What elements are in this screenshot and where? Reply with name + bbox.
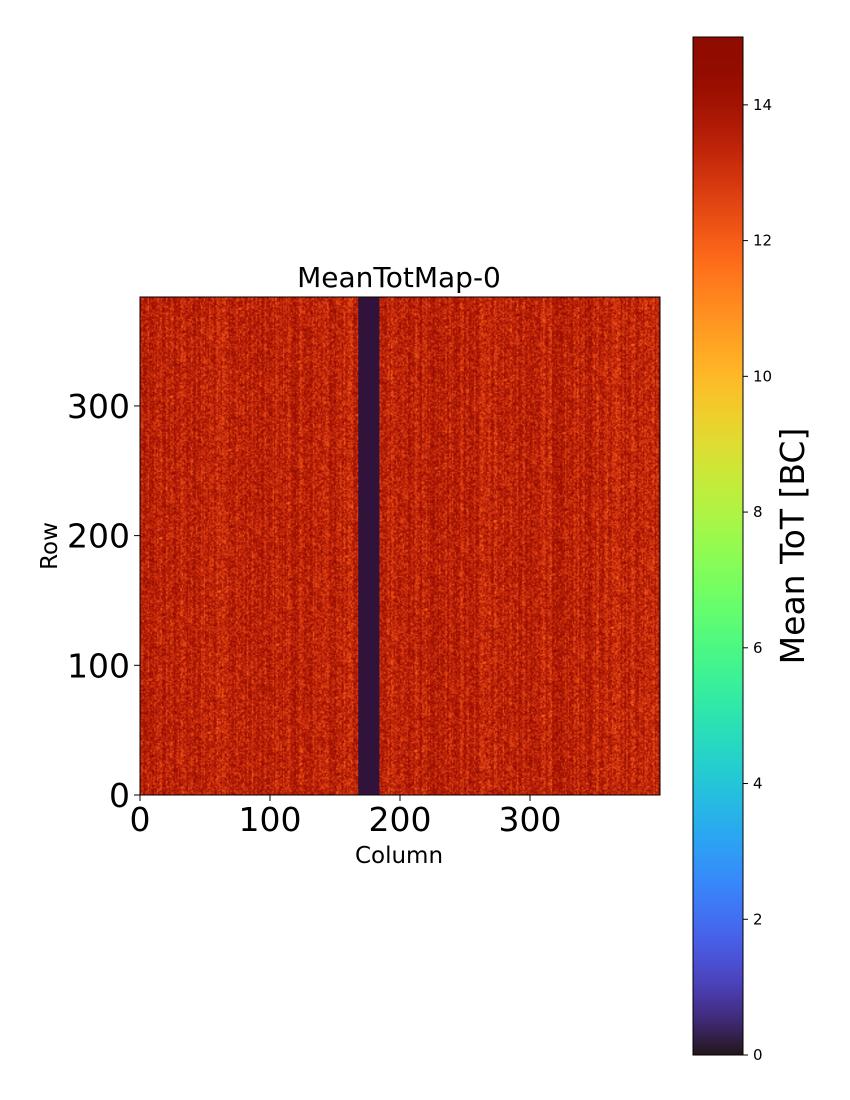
colorbar-gradient: [693, 37, 743, 1055]
colorbar-ticks: 0 2 4 6 8 10 12 14: [743, 96, 772, 1064]
y-axis-label: Row: [37, 522, 63, 570]
colorbar-tick-label: 0: [753, 1046, 763, 1064]
y-tick-label: 300: [67, 387, 130, 426]
x-axis: 0 100 200 300: [130, 795, 562, 839]
y-axis: 0 100 200 300: [67, 387, 140, 815]
dead-column-band: [358, 297, 380, 795]
y-tick-label: 0: [109, 776, 130, 815]
x-tick-label: 0: [130, 800, 151, 839]
chart-title: MeanTotMap-0: [297, 261, 501, 294]
heatmap-image: [140, 297, 660, 795]
colorbar-frame: [692, 36, 744, 1056]
colorbar-tick-label: 2: [753, 910, 763, 928]
colorbar: 0 2 4 6 8 10 12 14: [692, 36, 772, 1064]
colorbar-tick-label: 12: [753, 232, 772, 250]
colorbar-tick-label: 10: [753, 367, 772, 385]
y-tick-label: 200: [67, 517, 130, 556]
heatmap-plot-area: [139, 296, 661, 796]
x-tick-label: 100: [239, 800, 302, 839]
colorbar-label: Mean ToT [BC]: [773, 428, 812, 665]
colorbar-tick-label: 14: [753, 96, 772, 114]
colorbar-tick-label: 8: [753, 503, 763, 521]
x-tick-label: 200: [369, 800, 432, 839]
x-tick-label: 300: [499, 800, 562, 839]
x-axis-label: Column: [355, 843, 443, 869]
y-tick-label: 100: [67, 646, 130, 685]
colorbar-tick-label: 4: [753, 775, 763, 793]
colorbar-tick-label: 6: [753, 639, 763, 657]
